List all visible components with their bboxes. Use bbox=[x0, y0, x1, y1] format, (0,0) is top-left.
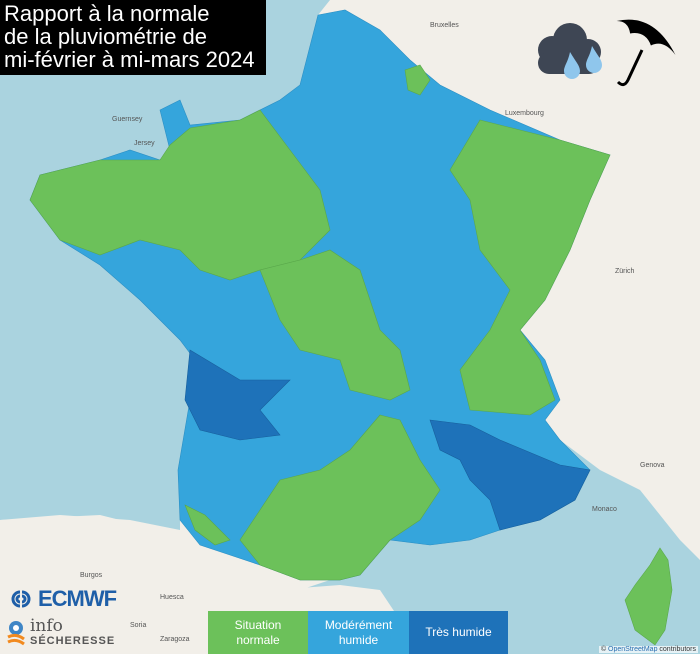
umbrella-icon bbox=[616, 19, 676, 87]
legend-label: Très humide bbox=[425, 625, 492, 639]
info-logo-line2: SÉCHERESSE bbox=[30, 635, 116, 647]
title-line: de la pluviométrie de bbox=[4, 24, 208, 49]
legend-label: Modérément bbox=[324, 617, 393, 632]
legend-item-moderate: Modérément humide bbox=[308, 611, 409, 654]
ecmwf-logo-mark bbox=[11, 590, 31, 608]
map-label: Jersey bbox=[134, 140, 155, 147]
legend-item-normal: Situation normale bbox=[208, 611, 308, 654]
region-normal-south[interactable] bbox=[239, 414, 441, 581]
map-label: Luxembourg bbox=[505, 110, 544, 117]
legend: Situation normale Modérément humide Très h… bbox=[208, 611, 508, 654]
map-label: Zürich bbox=[615, 268, 635, 275]
legend-label: humide bbox=[338, 632, 379, 647]
attribution: © OpenStreetMap contributors bbox=[598, 646, 698, 653]
map-label: Huesca bbox=[160, 594, 184, 601]
drought-drop-icon bbox=[7, 620, 25, 645]
region-normal-landes-coast[interactable] bbox=[184, 504, 231, 546]
attribution-prefix: © bbox=[600, 646, 609, 653]
map-label: Genova bbox=[640, 462, 665, 469]
attribution-suffix: contributors bbox=[657, 646, 696, 653]
map-label: Guernsey bbox=[112, 116, 143, 123]
rain-cloud-icon bbox=[538, 23, 602, 79]
info-secheresse-logo: info SÉCHERESSE bbox=[6, 618, 115, 647]
weather-icons bbox=[538, 19, 676, 87]
map-label: Zaragoza bbox=[160, 636, 190, 643]
map-title: Rapport à la normale de la pluviométrie … bbox=[0, 0, 266, 75]
title-line: Rapport à la normale bbox=[4, 1, 210, 26]
region-normal-corsica[interactable] bbox=[624, 547, 673, 646]
ecmwf-logo-text: ECMWF bbox=[38, 586, 117, 611]
region-normal-centre[interactable] bbox=[259, 249, 411, 401]
ecmwf-logo: ECMWF bbox=[6, 586, 117, 612]
map-label: Soria bbox=[130, 622, 147, 629]
region-normal-west[interactable] bbox=[29, 109, 331, 281]
map-label: Burgos bbox=[80, 572, 103, 579]
legend-item-very-wet: Très humide bbox=[409, 611, 508, 654]
osm-link[interactable]: OpenStreetMap bbox=[608, 646, 658, 653]
region-normal-ardennes[interactable] bbox=[404, 64, 431, 96]
region-very-wet-gironde[interactable] bbox=[184, 349, 291, 441]
info-logo-line1: info bbox=[30, 616, 63, 636]
region-normal[interactable] bbox=[29, 64, 673, 646]
legend-label: normale bbox=[236, 632, 280, 647]
legend-label: Situation bbox=[234, 617, 282, 632]
map-label: Monaco bbox=[592, 506, 617, 513]
region-very-wet-southeast[interactable] bbox=[429, 419, 591, 531]
region-very-wet[interactable] bbox=[184, 349, 591, 531]
map-label: Bruxelles bbox=[430, 22, 459, 29]
land-italy bbox=[560, 440, 700, 560]
region-normal-east[interactable] bbox=[449, 119, 611, 416]
title-line: mi-février à mi-mars 2024 bbox=[4, 47, 255, 72]
